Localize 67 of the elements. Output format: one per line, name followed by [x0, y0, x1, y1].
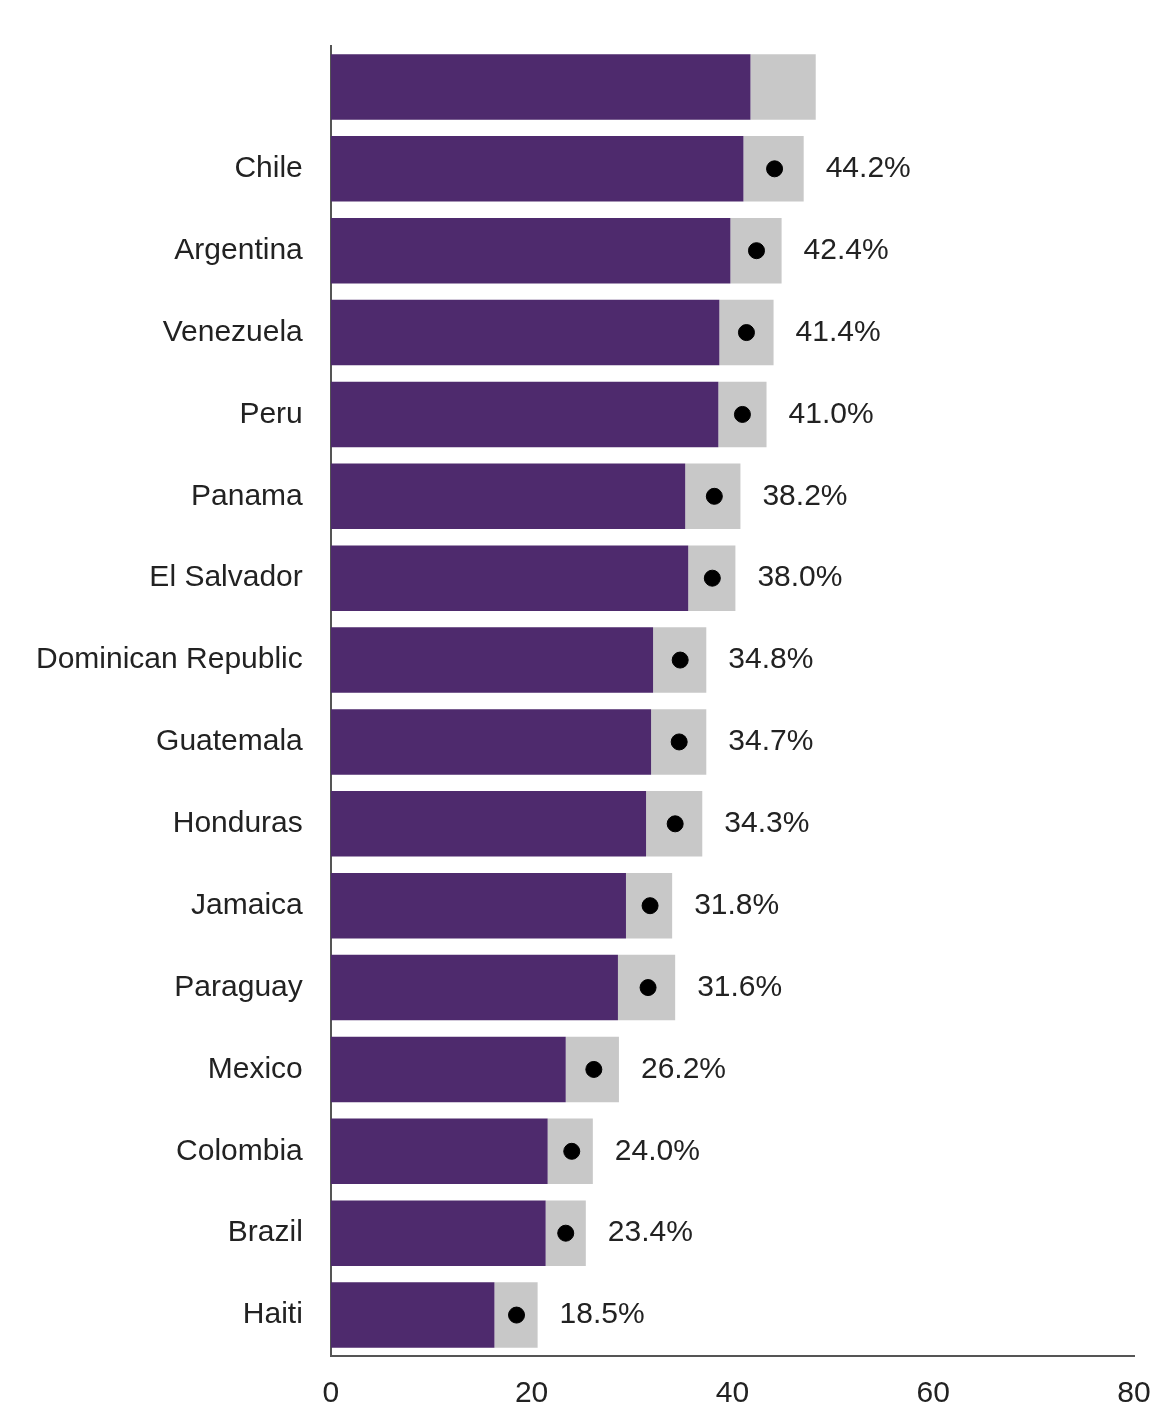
y-tick-label: Guatemala — [156, 723, 304, 757]
bar — [330, 791, 647, 857]
bar — [330, 1036, 566, 1103]
bar — [730, 217, 782, 284]
bar — [625, 872, 673, 939]
y-tick-label: Argentina — [174, 231, 304, 265]
bar — [565, 1036, 619, 1103]
bar — [330, 1282, 495, 1348]
data-label: 44.2% — [825, 150, 911, 184]
data-label: 38.2% — [762, 477, 848, 511]
data-label: 23.4% — [607, 1214, 693, 1248]
y-tick-label: Jamaica — [191, 886, 304, 920]
y-tick-label: Paraguay — [174, 968, 303, 1002]
y-tick-label: Colombia — [176, 1132, 304, 1166]
x-tick-label: 80 — [1117, 1375, 1151, 1409]
data-label: 41.4% — [795, 313, 881, 347]
y-tick-label: Peru — [239, 395, 303, 429]
y-tick-label: Haiti — [242, 1296, 303, 1330]
data-label: 42.4% — [803, 231, 889, 265]
bar — [330, 545, 689, 611]
bar — [719, 299, 774, 366]
y-tick-label: Mexico — [207, 1050, 303, 1084]
bar — [651, 709, 707, 775]
bar — [330, 709, 652, 775]
y-tick-label: Chile — [234, 150, 303, 184]
bar — [330, 217, 731, 284]
data-label: 41.0% — [788, 395, 874, 429]
data-label: 31.8% — [694, 886, 780, 920]
x-tick-label: 40 — [715, 1375, 750, 1409]
x-tick-label: 0 — [322, 1375, 340, 1409]
data-label: 31.6% — [697, 968, 783, 1002]
bar — [750, 54, 816, 120]
data-label: 34.7% — [728, 723, 814, 757]
x-tick-label: 20 — [514, 1375, 549, 1409]
bar — [330, 1200, 546, 1266]
y-tick-label: Honduras — [172, 805, 303, 839]
bar — [617, 954, 676, 1021]
y-tick-label: Panama — [191, 477, 304, 511]
bar — [330, 627, 654, 693]
x-tick-label: 60 — [916, 1375, 950, 1409]
bar — [330, 136, 744, 202]
data-label: 24.0% — [614, 1132, 700, 1166]
bar — [330, 954, 618, 1021]
data-label: 18.5% — [559, 1296, 645, 1330]
bar — [330, 1118, 548, 1185]
bar — [688, 545, 736, 611]
bar — [685, 463, 741, 530]
bar — [330, 463, 686, 530]
bar — [330, 381, 719, 448]
bar — [494, 1282, 538, 1348]
bar — [330, 54, 751, 120]
data-label: 26.2% — [640, 1050, 727, 1084]
data-label: 34.8% — [728, 641, 814, 675]
y-tick-label: Venezuela — [162, 313, 304, 347]
bar — [547, 1118, 593, 1185]
bar — [545, 1200, 586, 1266]
bar — [330, 872, 626, 939]
data-label: 34.3% — [724, 805, 810, 839]
data-label: 38.0% — [757, 559, 843, 593]
bar — [330, 299, 720, 366]
y-tick-label: Brazil — [227, 1214, 303, 1248]
y-tick-label: El Salvador — [149, 559, 303, 593]
bar — [743, 136, 804, 202]
bar — [653, 627, 707, 693]
bar — [718, 381, 767, 448]
bar — [646, 791, 703, 857]
y-tick-label: Dominican Republic — [36, 641, 303, 675]
